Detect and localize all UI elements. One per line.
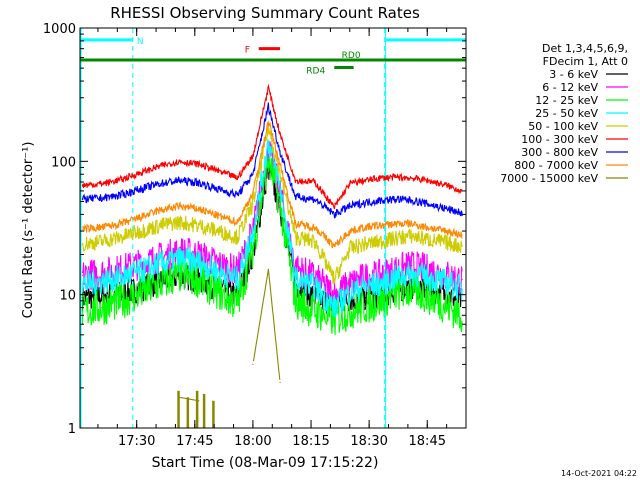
x-tick-label: 17:45 [176, 434, 213, 449]
flags-layer: N F RD0 RD4 [80, 37, 466, 77]
legend-label: 50 - 100 keV [528, 120, 598, 133]
y-axis-label: Count Rate (s⁻¹ detector⁻¹) [21, 142, 36, 319]
data-point [279, 381, 281, 383]
series-layer [81, 83, 463, 428]
legend-label: 800 - 7000 keV [514, 159, 598, 172]
x-tick-label: 18:15 [292, 434, 329, 449]
data-point [349, 291, 351, 293]
data-point [139, 270, 142, 272]
y-tick-label: 100 [51, 155, 76, 170]
legend-header: Det 1,3,4,5,6,9, [542, 42, 628, 55]
series-line-12-25keV [81, 146, 463, 336]
legend-label: 25 - 50 keV [535, 107, 598, 120]
series-line-100-300keV [81, 83, 463, 210]
data-point [159, 183, 161, 185]
y-tick-label: 1 [68, 422, 76, 437]
data-point [364, 305, 366, 307]
y-tick-label: 10 [59, 289, 76, 304]
flag-label: N [137, 37, 144, 47]
x-tick-label: 18:45 [409, 434, 446, 449]
series-line-50-100keV [81, 122, 463, 285]
legend-label: 12 - 25 keV [535, 94, 598, 107]
plot-frame [79, 27, 467, 429]
x-tick-label: 17:30 [118, 434, 155, 449]
data-point [159, 263, 161, 265]
legend-label: 3 - 6 keV [549, 68, 598, 81]
series-line-25-50keV [81, 138, 463, 319]
legend-label: 300 - 800 keV [521, 146, 598, 159]
series-line-7000-15000keV [179, 269, 281, 402]
chart-title: RHESSI Observing Summary Count Rates [110, 4, 420, 22]
data-point [252, 363, 254, 365]
data-point [267, 120, 270, 122]
legend-label: 100 - 300 keV [521, 133, 598, 146]
flag-label: RD0 [342, 51, 361, 61]
data-point [139, 216, 142, 218]
data-point [81, 274, 84, 276]
legend-label: 7000 - 15000 keV [500, 172, 598, 185]
flag-label: F [245, 46, 250, 56]
x-tick-label: 18:00 [234, 434, 271, 449]
legend-label: 6 - 12 keV [542, 81, 598, 94]
x-axis-label: Start Time (08-Mar-09 17:15:22) [152, 455, 379, 471]
series-line-300-800keV [81, 102, 463, 219]
flag-label: RD4 [306, 67, 325, 77]
legend: Det 1,3,4,5,6,9,FDecim 1, Att 03 - 6 keV… [500, 42, 628, 185]
axes-layer: 1 10 100 1000 17:30 17:45 18:00 18:15 18:30 18:45 [43, 22, 466, 449]
data-point [461, 288, 463, 290]
y-tick-label: 1000 [43, 22, 76, 37]
data-point [81, 228, 84, 230]
render-timestamp: 14-Oct-2021 04:22 [561, 469, 637, 478]
x-tick-label: 18:30 [350, 434, 387, 449]
legend-header: FDecim 1, Att 0 [543, 55, 628, 68]
data-point [426, 238, 428, 240]
series-line-800-7000keV [82, 121, 463, 249]
